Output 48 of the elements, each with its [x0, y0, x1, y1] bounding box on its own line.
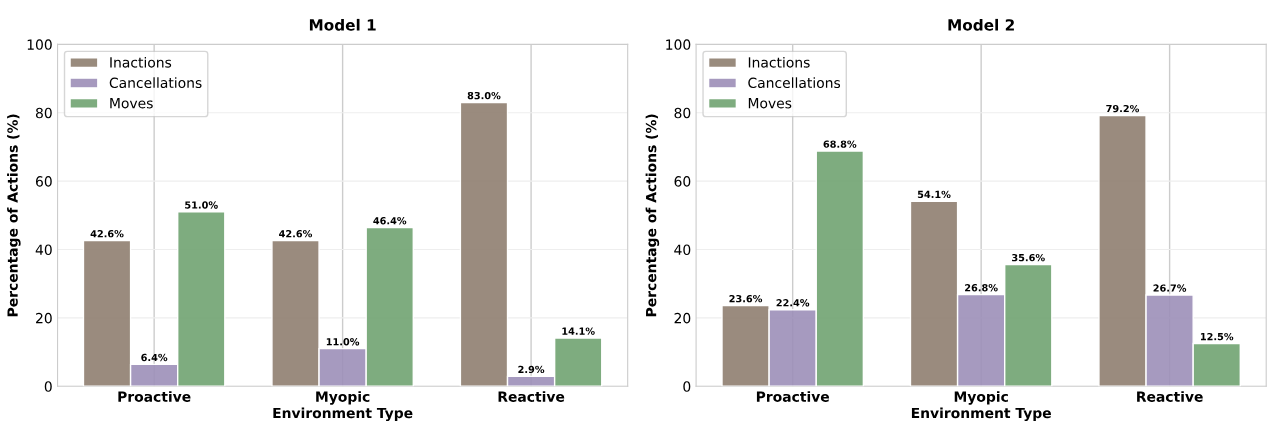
- legend-label: Inactions: [110, 56, 172, 68]
- data-label: 46.4%: [373, 217, 407, 225]
- y-tick-label: 20: [674, 312, 691, 324]
- x-tick-label: Reactive: [498, 391, 565, 402]
- y-tick-label: 80: [35, 107, 52, 119]
- data-label: 26.7%: [1153, 284, 1187, 292]
- legend-label: Moves: [748, 98, 792, 109]
- x-tick-label: Proactive: [118, 391, 191, 402]
- y-tick-label: 100: [666, 39, 691, 50]
- data-label: 42.6%: [279, 230, 313, 238]
- y-tick-label: 100: [27, 39, 52, 50]
- y-tick-label: 40: [35, 244, 52, 255]
- chart-title: Model 1: [309, 18, 376, 31]
- x-tick-label: Proactive: [756, 391, 830, 402]
- y-tick-label: 0: [44, 381, 52, 392]
- y-axis-title: Percentage of Actions (%): [645, 114, 660, 317]
- y-tick-label: 0: [683, 381, 691, 392]
- legend-label: Moves: [110, 98, 153, 109]
- y-tick-label: 80: [674, 107, 691, 119]
- y-tick-label: 60: [35, 176, 52, 187]
- y-tick-label: 40: [674, 244, 691, 255]
- data-label: 26.8%: [965, 284, 998, 292]
- data-label: 6.4%: [141, 353, 168, 362]
- data-label: 22.4%: [776, 299, 810, 307]
- data-label: 23.6%: [729, 294, 763, 303]
- legend-label: Inactions: [748, 56, 810, 68]
- data-label: 35.6%: [1012, 253, 1045, 262]
- x-tick-label: Myopic: [316, 391, 370, 405]
- data-label: 83.0%: [467, 91, 501, 100]
- data-label: 14.1%: [562, 327, 595, 335]
- data-label: 42.6%: [90, 230, 124, 238]
- chart-title: Model 2: [948, 18, 1014, 31]
- data-label: 68.8%: [823, 140, 857, 148]
- data-label: 12.5%: [1200, 332, 1234, 341]
- y-tick-label: 20: [36, 312, 52, 324]
- y-tick-label: 60: [674, 176, 691, 187]
- x-axis-title: Environment Type: [911, 407, 1051, 422]
- y-axis-title: Percentage of Actions (%): [7, 114, 21, 317]
- x-axis-title: Environment Type: [273, 407, 413, 422]
- x-tick-label: Reactive: [1137, 391, 1203, 402]
- data-label: 79.2%: [1106, 104, 1140, 113]
- data-label: 54.1%: [917, 190, 951, 199]
- data-label: 11.0%: [326, 338, 360, 346]
- x-tick-label: Myopic: [954, 391, 1008, 405]
- data-label: 51.0%: [185, 201, 218, 209]
- data-label: 2.9%: [518, 365, 545, 374]
- legend-label: Cancellations: [748, 77, 841, 89]
- legend-label: Cancellations: [109, 77, 202, 89]
